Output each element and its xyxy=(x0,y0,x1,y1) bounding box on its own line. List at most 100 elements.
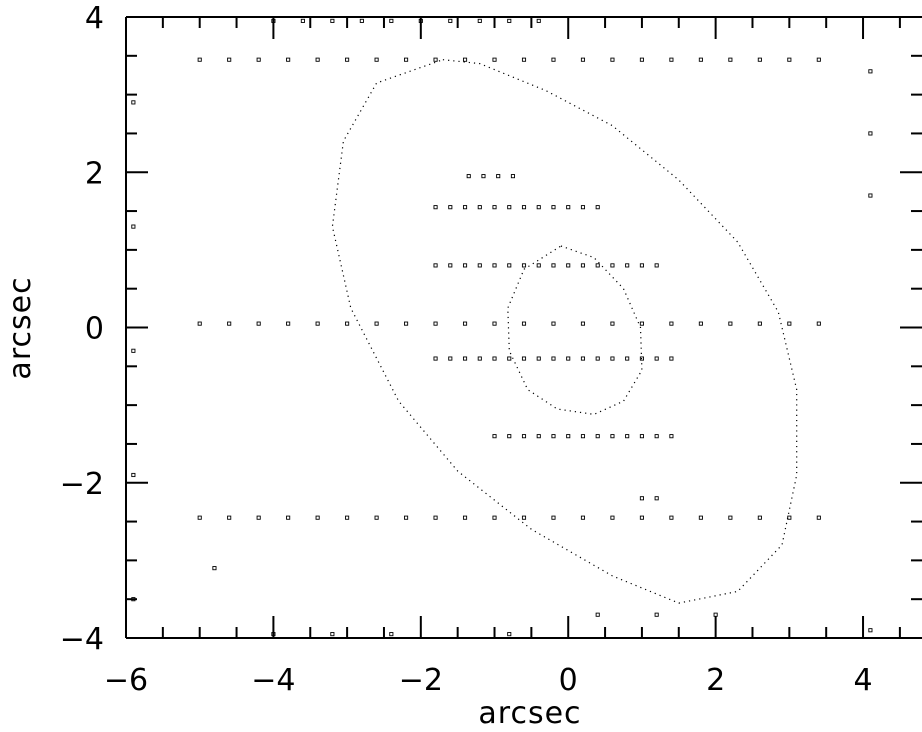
sample-point xyxy=(595,205,600,210)
sample-point xyxy=(787,515,792,520)
y-tick-label: 2 xyxy=(85,156,104,191)
sample-point xyxy=(787,321,792,326)
sample-point xyxy=(625,434,630,439)
sample-point xyxy=(536,434,541,439)
sample-point xyxy=(477,356,482,361)
sample-point xyxy=(698,515,703,520)
sample-point xyxy=(625,356,630,361)
sample-point xyxy=(462,263,468,268)
sample-point xyxy=(492,57,497,62)
sample-point xyxy=(566,434,571,439)
sample-point xyxy=(345,57,350,62)
sample-point xyxy=(610,434,615,439)
sample-point xyxy=(496,174,501,179)
sample-point xyxy=(816,57,821,62)
sample-point xyxy=(654,263,659,268)
sample-point xyxy=(477,205,482,210)
sample-point xyxy=(521,263,527,268)
sample-point xyxy=(389,632,394,637)
sample-point xyxy=(462,321,468,326)
sample-point xyxy=(816,515,821,520)
sample-point xyxy=(462,356,468,361)
sample-point xyxy=(654,356,659,361)
sample-point xyxy=(477,263,482,268)
sample-point xyxy=(492,515,497,520)
sample-point xyxy=(757,515,762,520)
sample-point xyxy=(610,515,615,520)
sample-point xyxy=(669,434,674,439)
sample-point xyxy=(536,356,541,361)
sample-point xyxy=(256,515,261,520)
sample-point xyxy=(868,193,873,198)
sample-point xyxy=(389,18,394,23)
sample-point xyxy=(580,356,586,361)
sample-point xyxy=(669,515,674,520)
sample-point xyxy=(315,321,320,326)
sample-point xyxy=(868,131,873,136)
sample-point xyxy=(404,321,409,326)
sample-point xyxy=(286,515,291,520)
sample-point xyxy=(610,263,615,268)
sample-point xyxy=(654,612,659,617)
sample-point xyxy=(197,321,202,326)
sample-point xyxy=(551,205,556,210)
sample-point xyxy=(404,515,409,520)
sample-point xyxy=(566,205,571,210)
sample-point xyxy=(433,356,438,361)
contour-line xyxy=(331,59,798,604)
sample-point xyxy=(300,18,305,23)
sample-point xyxy=(197,57,202,62)
sample-point xyxy=(374,57,379,62)
sample-point xyxy=(816,321,821,326)
sample-point xyxy=(654,434,659,439)
y-tick-label: −2 xyxy=(60,467,104,502)
sample-point xyxy=(256,57,261,62)
x-tick-label: 0 xyxy=(559,663,578,698)
sample-point xyxy=(510,174,515,179)
sample-point xyxy=(521,57,527,62)
sample-point xyxy=(481,174,486,179)
sample-point xyxy=(580,263,586,268)
sample-point xyxy=(212,566,217,571)
sample-point xyxy=(492,321,497,326)
sample-point xyxy=(286,57,291,62)
sample-point xyxy=(131,472,136,478)
sample-point xyxy=(625,263,630,268)
sample-point xyxy=(639,57,644,62)
sample-point xyxy=(286,321,291,326)
sample-point xyxy=(521,434,527,439)
sample-point xyxy=(639,321,644,326)
sample-point xyxy=(374,321,379,326)
sample-point xyxy=(610,356,615,361)
sample-point xyxy=(639,434,644,439)
sample-point xyxy=(639,356,644,361)
x-tick-label: −4 xyxy=(251,663,295,698)
sample-point xyxy=(492,263,497,268)
sample-point xyxy=(536,18,541,23)
x-axis-label: arcsec xyxy=(478,696,581,731)
sample-point xyxy=(131,224,136,229)
sample-point xyxy=(728,57,733,62)
y-tick-label: 0 xyxy=(85,312,104,347)
sample-point xyxy=(698,57,703,62)
sample-point xyxy=(868,69,873,74)
sample-point xyxy=(868,628,873,633)
sample-point xyxy=(595,434,600,439)
sample-point xyxy=(669,356,674,361)
sample-point xyxy=(507,434,512,439)
sample-point xyxy=(345,515,350,520)
sample-point xyxy=(551,57,556,62)
sample-point xyxy=(492,205,497,210)
sample-point xyxy=(669,321,674,326)
contour-line xyxy=(507,245,643,415)
sample-point xyxy=(728,321,733,326)
axis-ticks xyxy=(125,16,922,639)
sample-point xyxy=(433,515,438,520)
sample-point xyxy=(462,515,468,520)
sample-point xyxy=(595,263,600,268)
sample-point xyxy=(669,57,674,62)
x-tick-label: 2 xyxy=(706,663,725,698)
sample-point xyxy=(227,515,232,520)
